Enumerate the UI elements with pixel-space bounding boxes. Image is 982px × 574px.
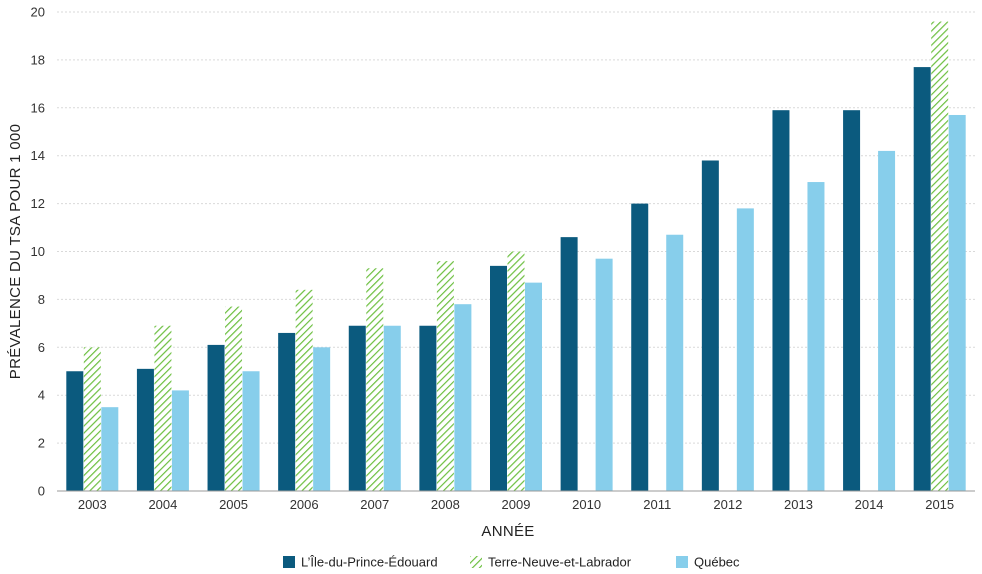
bar-terre-neuve-et-labrador-2004 (154, 325, 172, 491)
y-tick-label: 20 (31, 5, 45, 20)
y-tick-label: 0 (38, 484, 45, 499)
bar-l-le-du-prince-douard-2013 (772, 110, 790, 491)
legend: L’Île-du-Prince-Édouard Terre-Neuve-et-La… (283, 555, 740, 570)
x-tick-labels: 2003 2004 2005 2006 2007 2008 2009 2010 2011 2012… (78, 497, 954, 512)
bar-terre-neuve-et-labrador-2009 (507, 251, 525, 491)
bar-qu-bec-2008 (454, 304, 472, 491)
legend-label: Québec (694, 555, 740, 570)
x-tick-label: 2008 (431, 497, 460, 512)
bar-qu-bec-2003 (101, 407, 119, 491)
bar-qu-bec-2009 (525, 282, 542, 491)
bar-terre-neuve-et-labrador-2006 (295, 289, 313, 491)
bar-qu-bec-2005 (242, 371, 260, 491)
y-tick-labels: 0 2 4 6 8 10 12 14 16 18 20 (31, 5, 45, 499)
x-axis-title: ANNÉE (481, 523, 534, 540)
x-tick-label: 2015 (925, 497, 954, 512)
y-axis-title: PRÉVALENCE DU TSA POUR 1 000 (7, 124, 24, 379)
y-tick-label: 18 (31, 52, 45, 67)
bar-qu-bec-2011 (666, 234, 684, 492)
bars (66, 21, 966, 492)
bar-qu-bec-2013 (807, 182, 825, 492)
bar-l-le-du-prince-douard-2015 (913, 67, 931, 492)
y-tick-label: 14 (31, 148, 45, 163)
x-tick-label: 2005 (219, 497, 248, 512)
bar-l-le-du-prince-douard-2014 (843, 110, 861, 491)
bar-qu-bec-2004 (171, 390, 189, 491)
bar-terre-neuve-et-labrador-2008 (436, 261, 454, 491)
x-tick-label: 2004 (148, 497, 177, 512)
y-tick-label: 16 (31, 100, 45, 115)
bar-qu-bec-2006 (313, 347, 331, 491)
bar-l-le-du-prince-douard-2003 (66, 371, 84, 491)
bar-l-le-du-prince-douard-2011 (631, 203, 649, 491)
x-tick-label: 2007 (360, 497, 389, 512)
y-tick-label: 12 (31, 196, 45, 211)
legend-label: L’Île-du-Prince-Édouard (301, 555, 438, 570)
legend-label: Terre-Neuve-et-Labrador (488, 555, 632, 570)
bar-l-le-du-prince-douard-2010 (560, 237, 578, 491)
bar-l-le-du-prince-douard-2006 (278, 332, 296, 491)
y-tick-label: 4 (38, 388, 45, 403)
bar-qu-bec-2007 (383, 325, 401, 491)
y-tick-label: 8 (38, 292, 45, 307)
y-tick-label: 10 (31, 244, 45, 259)
x-tick-label: 2009 (502, 497, 531, 512)
bar-l-le-du-prince-douard-2009 (490, 265, 507, 491)
legend-swatch (470, 556, 482, 568)
legend-swatch (283, 556, 295, 568)
bar-terre-neuve-et-labrador-2003 (83, 347, 101, 491)
bar-terre-neuve-et-labrador-2015 (931, 21, 949, 492)
y-tick-label: 2 (38, 436, 45, 451)
x-tick-label: 2011 (643, 497, 671, 512)
bar-l-le-du-prince-douard-2008 (419, 325, 437, 491)
x-tick-label: 2010 (572, 497, 601, 512)
x-tick-label: 2003 (78, 497, 107, 512)
bar-l-le-du-prince-douard-2012 (701, 160, 719, 492)
bar-l-le-du-prince-douard-2007 (348, 325, 366, 491)
bar-l-le-du-prince-douard-2005 (207, 344, 225, 491)
bar-terre-neuve-et-labrador-2005 (225, 306, 243, 491)
x-tick-label: 2006 (290, 497, 319, 512)
legend-swatch (676, 556, 688, 568)
bar-qu-bec-2010 (595, 258, 613, 491)
bar-qu-bec-2012 (736, 208, 754, 491)
y-tick-label: 6 (38, 340, 45, 355)
bar-qu-bec-2015 (948, 114, 966, 492)
bar-terre-neuve-et-labrador-2007 (366, 268, 384, 491)
bar-qu-bec-2014 (878, 150, 896, 491)
x-tick-label: 2013 (784, 497, 813, 512)
x-tick-label: 2014 (855, 497, 884, 512)
bar-l-le-du-prince-douard-2004 (136, 368, 154, 491)
x-tick-label: 2012 (713, 497, 742, 512)
